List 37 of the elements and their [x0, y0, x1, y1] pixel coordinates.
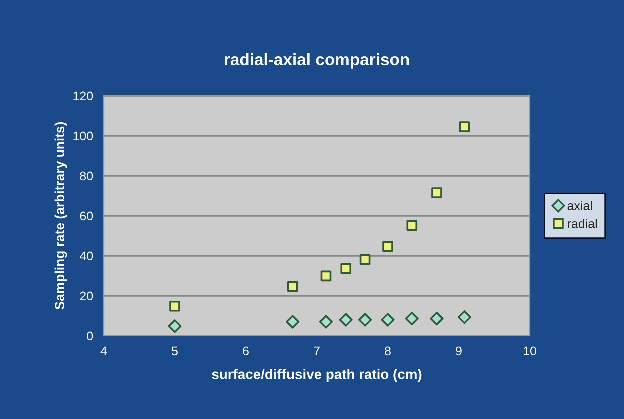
x-tick-label: 6: [243, 346, 249, 356]
y-tick-label: 80: [80, 172, 94, 181]
x-tick-label: 10: [524, 346, 536, 356]
y-tick-label: 20: [80, 292, 94, 301]
point: [319, 315, 334, 329]
y-axis-title: Sampling rate (arbitrary units): [54, 122, 68, 310]
point: [430, 312, 444, 326]
point: [339, 313, 353, 327]
point: [381, 313, 395, 327]
y-tick-label: 100: [74, 132, 94, 141]
x-tick-label: 4: [100, 346, 108, 356]
y-tick-label: 120: [74, 92, 94, 101]
point: [287, 281, 298, 292]
chart-title: radial-axial comparison: [225, 53, 410, 69]
point: [358, 313, 372, 327]
y-tick-label: 40: [80, 252, 94, 261]
y-tick-label: 0: [87, 332, 94, 341]
point: [458, 310, 472, 324]
point: [340, 263, 352, 274]
point: [432, 188, 442, 198]
x-tick-label: 8: [385, 346, 391, 356]
point: [170, 300, 180, 312]
point: [360, 254, 371, 266]
y-tick-label: 60: [80, 212, 94, 221]
legend-label: radial: [568, 219, 598, 228]
point: [286, 315, 300, 329]
point: [168, 320, 182, 334]
point: [459, 122, 470, 132]
point: [406, 220, 418, 232]
x-axis-title: surface/diffusive path ratio (cm): [212, 369, 422, 382]
x-tick-label: 5: [172, 346, 178, 356]
point: [405, 312, 419, 326]
point: [382, 241, 394, 252]
point: [320, 270, 332, 282]
x-tick-label: 7: [314, 346, 320, 356]
legend-label: axial: [568, 201, 592, 210]
x-tick-label: 9: [456, 346, 462, 356]
